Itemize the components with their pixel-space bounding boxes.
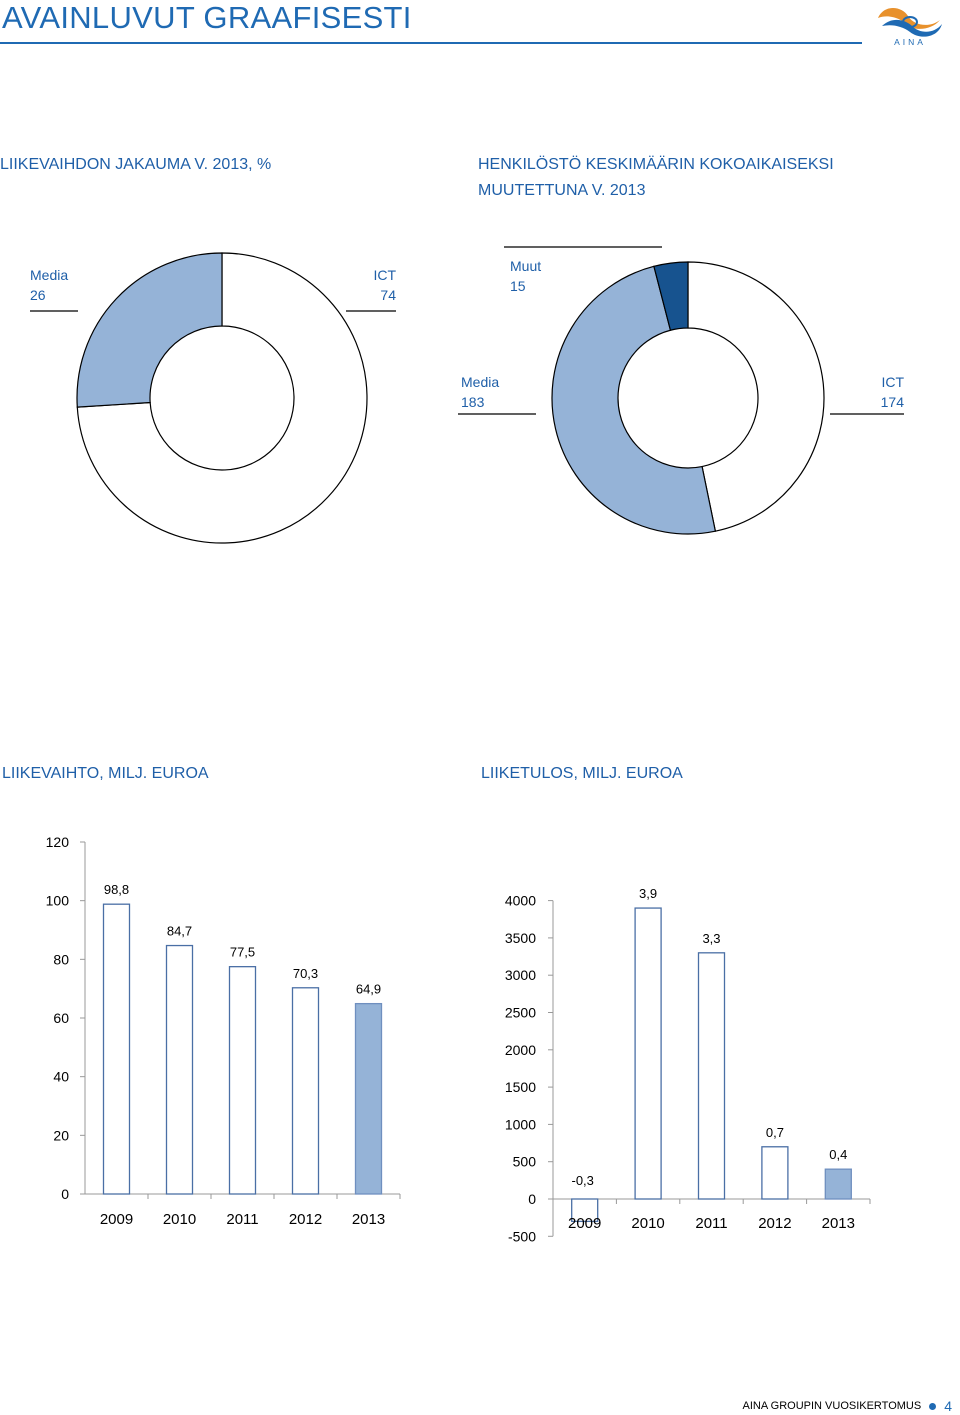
revenue-x-label: 2013 (352, 1211, 385, 1228)
label-media-pct: Media 26 (30, 267, 78, 312)
revenue-split-donut (76, 252, 368, 544)
revenue-y-tick-label: 80 (53, 951, 69, 967)
staff-donut-slice-ict (687, 261, 825, 532)
profit-bar-2010 (634, 907, 662, 1200)
profit-bar-2009 (571, 1198, 599, 1223)
profit-y-tick-label: 2500 (505, 1005, 536, 1021)
profit-y-tick-label: 1500 (505, 1079, 536, 1095)
profit-x-label: 2012 (758, 1215, 791, 1232)
profit-x-label: 2010 (631, 1215, 664, 1232)
profit-y-tick-label: 1000 (505, 1116, 536, 1132)
revenue-x-label: 2012 (289, 1211, 322, 1228)
revenue-title: LIIKEVAIHTO, MILJ. EUROA (2, 765, 209, 782)
revenue-y-tick-label: 20 (53, 1127, 69, 1143)
profit-data-label: 0,7 (766, 1125, 784, 1140)
revenue-bar-2012 (291, 987, 320, 1195)
profit-y-tick-label: 3000 (505, 967, 536, 983)
header-rule (0, 42, 862, 44)
revenue-y-tick-label: 120 (46, 834, 70, 850)
logo-swirl (882, 19, 942, 37)
logo-text: AINA (894, 37, 926, 47)
page-title: AVAINLUVUT GRAAFISESTI (2, 0, 412, 35)
revenue-x-label: 2010 (163, 1211, 196, 1228)
revenue-y-tick-label: 100 (46, 893, 70, 909)
revenue-bar-2009 (102, 903, 131, 1195)
revenue-bar-2013 (354, 1002, 383, 1195)
profit-y-tick-label: 500 (513, 1154, 537, 1170)
profit-data-label: -0,3 (571, 1173, 593, 1188)
revenue-split-donut-slice-ict (76, 252, 368, 544)
label-muut-staff: Muut 15 (504, 246, 662, 294)
footer-dot-icon (929, 1402, 937, 1410)
profit-bar-2013 (824, 1168, 852, 1200)
revenue-data-label: 70,3 (293, 966, 318, 981)
footer-text: AINA GROUPIN VUOSIKERTOMUS (742, 1400, 922, 1412)
staff-title-line1: HENKILÖSTÖ KESKIMÄÄRIN KOKOAIKAISEKSI (478, 156, 834, 173)
logo-swirl (878, 8, 940, 29)
revenue-data-label: 98,8 (104, 882, 129, 897)
revenue-split-donut-slice-media (76, 252, 223, 408)
label-ict-staff: ICT 174 (830, 374, 905, 415)
revenue-bar-2010 (165, 944, 194, 1195)
label-muut-staff-name: Muut (510, 258, 541, 274)
profit-title: LIIKETULOS, MILJ. EUROA (481, 765, 683, 782)
profit-y-tick-label: 2000 (505, 1042, 536, 1058)
profit-y-tick-label: 3500 (505, 930, 536, 946)
revenue-bar-chart: 0 20 40 60 80 100 120 98,8 2009 84,7 2010 77,5 2011 7… (46, 834, 401, 1228)
profit-y-tick-label: 0 (528, 1191, 536, 1207)
label-media-pct-name: Media (30, 267, 68, 283)
revenue-bar-2011 (228, 966, 257, 1195)
staff-donut-slice-muut (653, 261, 689, 331)
revenue-data-label: 84,7 (167, 924, 192, 939)
label-media-staff-value: 183 (461, 394, 485, 410)
profit-data-label: 3,9 (639, 886, 657, 901)
profit-x-label: 2013 (822, 1215, 855, 1232)
staff-donut (551, 261, 825, 535)
profit-bar-chart: -500 0 500 1000 1500 2000 2500 3000 3500 4000 -0,3… (505, 886, 871, 1244)
label-ict-pct-name: ICT (373, 267, 396, 283)
revenue-data-label: 77,5 (230, 945, 255, 960)
profit-y-tick-label: 4000 (505, 893, 536, 909)
profit-bar-2012 (761, 1146, 789, 1200)
profit-data-label: 3,3 (702, 931, 720, 946)
footer: AINA GROUPIN VUOSIKERTOMUS 4 (743, 1398, 952, 1414)
revenue-y-tick-label: 60 (53, 1010, 69, 1026)
revenue-x-label: 2009 (100, 1211, 133, 1228)
revenue-x-label: 2011 (226, 1211, 258, 1228)
profit-y-tick-label: -500 (508, 1228, 536, 1244)
page-number: 4 (944, 1398, 952, 1414)
aina-logo: AINA (878, 8, 942, 47)
label-ict-staff-value: 174 (881, 394, 905, 410)
staff-title-line2: MUUTETTUNA V. 2013 (478, 182, 646, 199)
revenue-data-label: 64,9 (356, 982, 381, 997)
revenue-y-tick-label: 40 (53, 1069, 69, 1085)
label-media-staff-name: Media (461, 374, 499, 390)
label-media-staff: Media 183 (458, 374, 536, 415)
revenue-y-tick-label: 0 (61, 1186, 69, 1202)
revenue-split-title: LIIKEVAIHDON JAKAUMA V. 2013, % (0, 156, 272, 173)
label-ict-pct: ICT 74 (346, 267, 396, 312)
staff-donut-slice-media (551, 265, 717, 535)
profit-x-label: 2011 (695, 1215, 727, 1232)
label-ict-staff-name: ICT (881, 374, 904, 390)
label-ict-pct-value: 74 (380, 287, 396, 303)
profit-x-label: 2009 (568, 1215, 601, 1232)
label-media-pct-value: 26 (30, 287, 46, 303)
label-muut-staff-value: 15 (510, 278, 526, 294)
profit-bar-2011 (697, 952, 726, 1200)
profit-data-label: 0,4 (829, 1147, 847, 1162)
